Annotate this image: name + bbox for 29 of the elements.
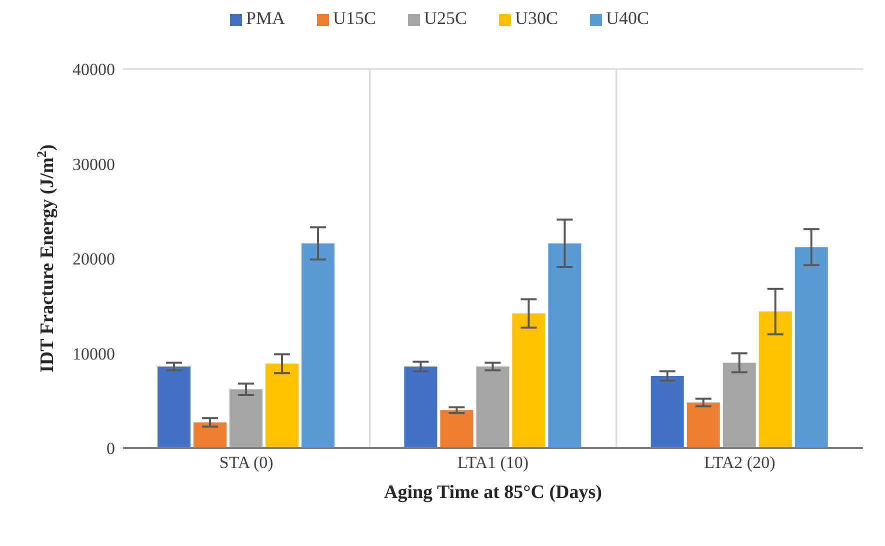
bar [476, 366, 510, 448]
legend-label: U15C [332, 8, 376, 28]
legend-label: PMA [246, 8, 285, 28]
bar [266, 364, 299, 448]
bar [686, 402, 720, 448]
bar [650, 376, 684, 448]
bar [722, 362, 756, 448]
bar [758, 312, 792, 448]
bar [512, 313, 546, 448]
y-tick-label: 30000 [72, 154, 115, 174]
bar [158, 366, 191, 448]
legend-label: U25C [424, 8, 467, 28]
bar [440, 410, 474, 448]
bar [302, 243, 335, 448]
x-tick-label: STA (0) [219, 453, 274, 472]
x-axis-title: Aging Time at 85°C (Days) [384, 482, 602, 503]
y-tick-label: 10000 [72, 344, 115, 364]
y-tick-label: 0 [106, 439, 115, 458]
legend-label: U30C [515, 8, 558, 28]
y-tick-label: 20000 [72, 250, 115, 269]
y-tick-label: 40000 [72, 60, 115, 80]
x-tick-label: LTA1 (10) [457, 453, 529, 472]
bar [548, 243, 582, 448]
bar [194, 422, 227, 448]
bar [404, 366, 438, 448]
bar [794, 247, 828, 448]
x-tick-label: LTA2 (20) [704, 453, 776, 472]
bar [230, 389, 263, 448]
legend-label: U40C [606, 8, 650, 28]
